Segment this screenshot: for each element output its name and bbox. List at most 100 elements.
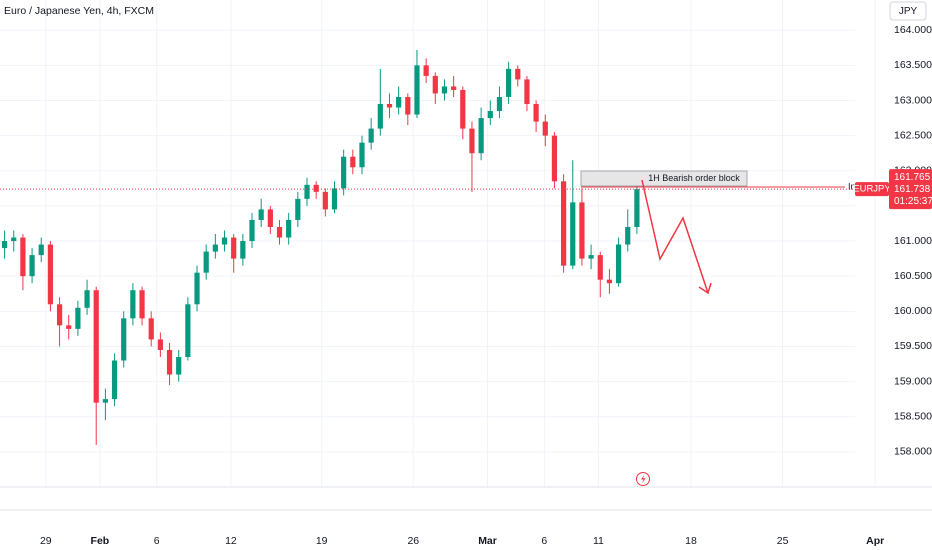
price-labels: 158.000 158.500 159.000 159.500 160.000 160.5… (40, 24, 932, 547)
candle-body (560, 181, 567, 266)
y-tick-label: 160.000 (894, 305, 932, 317)
candle-body (148, 318, 154, 340)
candle-body (111, 360, 118, 400)
upper-price: 161.765 (894, 172, 931, 183)
countdown: 01:25:37 (894, 196, 932, 207)
candle-body (625, 226, 631, 245)
x-tick-label: Feb (91, 535, 110, 547)
projection-arrow (698, 282, 712, 295)
candle-body (496, 96, 503, 112)
chart-title: Euro / Japanese Yen, 4h, FXCM (4, 5, 154, 17)
candle-body (551, 135, 558, 182)
candle-body (75, 307, 81, 329)
candle-body (460, 89, 466, 129)
y-tick-label: 160.500 (894, 270, 932, 282)
candle-body (203, 251, 209, 273)
event-icon-bolt (641, 474, 646, 484)
candle-body (276, 226, 283, 238)
candle-body (322, 191, 328, 210)
y-tick-label: 163.000 (894, 94, 932, 106)
candle-body (38, 244, 44, 256)
candle-body (515, 68, 521, 80)
candle-body (286, 219, 292, 238)
candle-body (432, 75, 438, 94)
candle-body (570, 202, 576, 266)
candle-body (11, 237, 17, 242)
candle-body (478, 118, 484, 154)
candle-body (441, 86, 448, 94)
x-tick-label: 19 (316, 535, 328, 547)
candle-body (66, 325, 72, 329)
x-tick-label: Mar (478, 535, 497, 547)
candle-body (176, 356, 182, 375)
y-tick-label: 163.500 (894, 59, 932, 71)
candle-body (414, 65, 420, 115)
candle-body (231, 237, 237, 259)
candle-body (295, 198, 301, 220)
candle-body (405, 96, 411, 115)
y-tick-label: 159.500 (894, 340, 932, 352)
candle-body (634, 189, 640, 227)
candle-body (84, 290, 90, 308)
candle-body (579, 202, 585, 259)
currency-box[interactable] (889, 1, 927, 21)
candle-body (331, 188, 338, 210)
candle-body (451, 86, 457, 90)
y-tick-label: 159.000 (894, 375, 932, 387)
order-block (580, 170, 748, 187)
candle-body (157, 339, 163, 350)
x-tick-label: 6 (541, 535, 547, 547)
candle-body (533, 104, 539, 122)
candle-body (47, 244, 54, 305)
candle-body (615, 244, 622, 284)
candle-body (130, 290, 136, 319)
candle-body (56, 304, 63, 326)
candle-body (542, 121, 548, 136)
candle-body (1, 241, 8, 249)
candle-body (487, 111, 493, 119)
candle-body (588, 255, 594, 259)
x-tick-label: Apr (866, 535, 884, 547)
x-tick-label: 12 (225, 535, 237, 547)
candle-body (185, 304, 191, 357)
x-tick-label: 26 (407, 535, 419, 547)
last-price: 161.738 (894, 184, 931, 195)
candle-body (29, 255, 35, 277)
candle-body (121, 318, 127, 361)
x-tick-label: 11 (593, 535, 604, 547)
x-tick-label: 18 (685, 535, 697, 547)
candle-body (359, 142, 365, 168)
symbol-label-box (855, 182, 889, 197)
y-tick-label: 162.500 (894, 129, 932, 141)
currency[interactable]: JPY (899, 6, 918, 17)
candle-body (524, 79, 530, 105)
y-tick-label: 158.000 (894, 446, 932, 458)
candle-body (313, 184, 319, 192)
candle-body (368, 128, 374, 143)
candles (0, 49, 855, 445)
truncated-label: In (848, 181, 856, 191)
projection-path (641, 179, 709, 294)
candle-body (396, 96, 402, 108)
candle-body (304, 184, 310, 199)
candle-body (341, 156, 347, 189)
candle-body (267, 209, 273, 227)
candle-body (249, 219, 255, 242)
candle-body (166, 349, 173, 375)
candle-body (350, 156, 356, 168)
symbol-label: EURJPY (853, 184, 891, 195)
candle-body (606, 279, 613, 284)
candle-body (93, 290, 99, 403)
candle-body (423, 65, 429, 76)
candle-body (20, 237, 26, 277)
y-tick-label: 158.500 (894, 411, 932, 423)
y-tick-label: 161.000 (894, 235, 932, 247)
price-label-box (889, 169, 932, 210)
candle-body (377, 104, 383, 129)
grid (0, 0, 876, 487)
candle-body (221, 237, 228, 245)
x-tick-label: 6 (154, 535, 160, 547)
candle-body (102, 399, 108, 403)
